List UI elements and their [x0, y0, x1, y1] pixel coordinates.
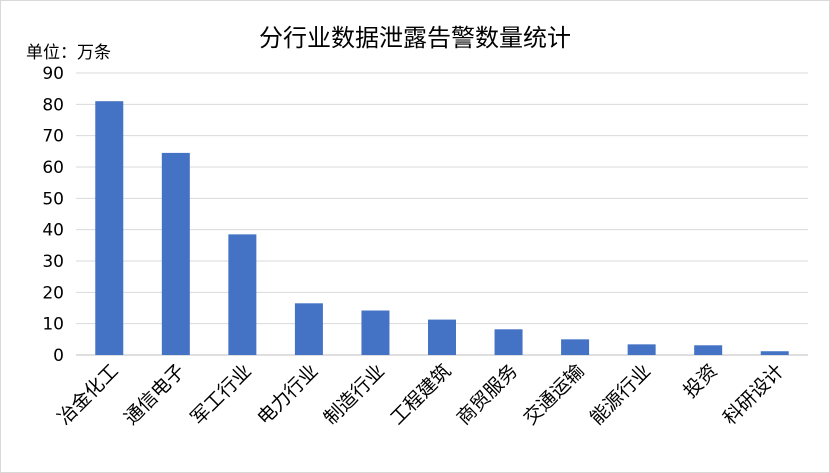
bar-8	[561, 339, 590, 355]
y-tick-label: 40	[42, 221, 64, 241]
x-category-label: 电力行业	[253, 360, 322, 429]
x-category-label: 冶金化工	[54, 360, 123, 429]
x-category-label: 投资	[679, 360, 721, 402]
x-category-label: 制造行业	[320, 360, 389, 429]
y-tick-label: 20	[42, 283, 64, 303]
bar-10	[694, 345, 723, 355]
bar-2	[161, 152, 190, 355]
bar-6	[428, 319, 456, 355]
bar-11	[760, 351, 789, 355]
y-tick-label: 50	[42, 189, 64, 209]
x-category-label: 通信电子	[120, 360, 189, 429]
x-category-label: 工程建筑	[386, 360, 455, 429]
bar-5	[361, 310, 390, 355]
bar-7	[494, 329, 523, 355]
y-axis-unit-label: 单位：万条	[26, 43, 111, 63]
y-tick-label: 60	[42, 158, 64, 178]
bar-3	[228, 234, 257, 355]
x-category-label: 军工行业	[187, 360, 256, 429]
y-tick-label: 70	[42, 127, 64, 147]
x-category-label: 科研设计	[719, 360, 788, 429]
y-tick-label: 0	[53, 346, 64, 366]
y-tick-label: 30	[42, 252, 64, 272]
bar-9	[627, 344, 656, 355]
x-category-label: 能源行业	[586, 360, 655, 429]
bar-1	[95, 101, 124, 355]
y-tick-label: 10	[42, 315, 64, 335]
chart-title: 分行业数据泄露告警数量统计	[259, 24, 571, 52]
bar-4	[294, 303, 323, 355]
x-category-label: 交通运输	[519, 360, 588, 429]
y-tick-label: 80	[42, 95, 64, 115]
y-tick-label: 90	[42, 64, 64, 84]
x-category-label: 商贸服务	[453, 360, 522, 429]
